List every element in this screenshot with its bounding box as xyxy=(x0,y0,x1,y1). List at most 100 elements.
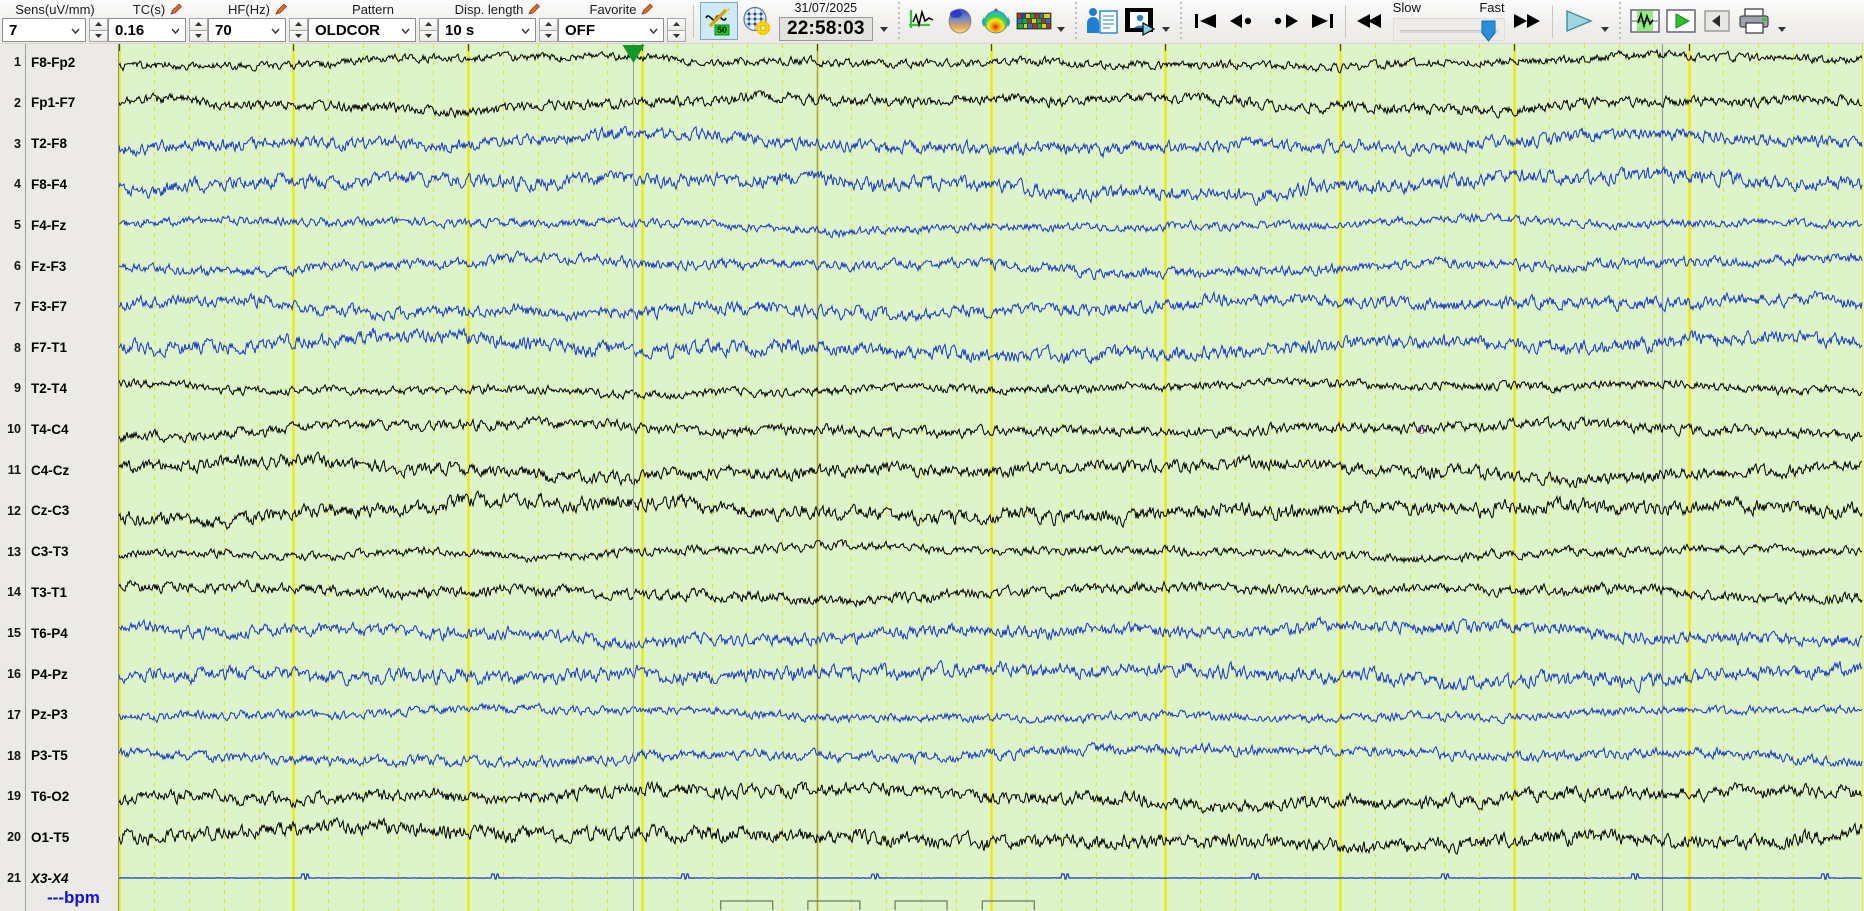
spinner-up-button[interactable] xyxy=(289,18,308,30)
field-body: 7 xyxy=(2,18,108,42)
channel-label-t2-f8[interactable]: 3 T2-F8 xyxy=(0,135,119,153)
speed-slider-thumb[interactable] xyxy=(1481,20,1496,42)
channel-label-cz-c3[interactable]: 12 Cz-C3 xyxy=(0,502,119,520)
channel-label-t6-o2[interactable]: 19 T6-O2 xyxy=(0,787,119,805)
edit-pen-icon[interactable] xyxy=(527,3,541,16)
montage-settings-button[interactable] xyxy=(740,1,774,41)
channel-label-t6-p4[interactable]: 15 T6-P4 xyxy=(0,624,119,642)
video-playback-icon[interactable] xyxy=(1122,1,1158,41)
spinner-control[interactable] xyxy=(667,18,686,42)
channel-label-f7-t1[interactable]: 8 F7-T1 xyxy=(0,339,119,357)
chevron-down-icon[interactable] xyxy=(647,24,660,37)
play-dropdown-arrow[interactable] xyxy=(1600,20,1611,38)
spinner-down-button[interactable] xyxy=(667,29,686,42)
channel-label-t2-t4[interactable]: 9 T2-T4 xyxy=(0,379,119,397)
channel-label-fz-f3[interactable]: 6 Fz-F3 xyxy=(0,257,119,275)
spinner-up-button[interactable] xyxy=(539,18,558,30)
channel-label-x3-x4[interactable]: 21 X3-X4 xyxy=(0,869,119,887)
spinner-control[interactable] xyxy=(539,18,558,42)
annotation-bracket-1 xyxy=(807,900,861,910)
spinner-up-button[interactable] xyxy=(189,18,208,30)
spinner-down-button[interactable] xyxy=(289,29,308,42)
field-body: OLDCOR xyxy=(308,18,438,42)
eeg-trace xyxy=(119,451,1863,489)
channel-label-p3-t5[interactable]: 18 P3-T5 xyxy=(0,747,119,765)
report-dropdown-arrow[interactable] xyxy=(1161,20,1172,38)
patient-report-icon[interactable] xyxy=(1084,1,1120,41)
speed-slider-track[interactable] xyxy=(1392,18,1505,42)
field-body: OFF xyxy=(558,18,686,42)
eeg-trace xyxy=(119,290,1863,323)
recording-datetime[interactable]: 31/07/2025 22:58:03 xyxy=(775,0,877,43)
printer-button[interactable] xyxy=(1736,1,1774,41)
chevron-down-icon[interactable] xyxy=(269,24,282,37)
channel-number: 7 xyxy=(14,299,21,314)
edit-pen-icon[interactable] xyxy=(640,3,654,16)
combo-4[interactable]: 10 s xyxy=(438,18,536,42)
spinner-down-button[interactable] xyxy=(189,29,208,42)
chevron-down-icon[interactable] xyxy=(169,24,182,37)
eeg-trace xyxy=(119,327,1863,365)
combo-1[interactable]: 0.16 xyxy=(108,18,186,42)
view-mode-dropdown-arrow[interactable] xyxy=(1056,20,1067,38)
field-body: 0.16 xyxy=(108,18,208,42)
channel-number: 13 xyxy=(7,544,21,559)
go-to-start-button[interactable] xyxy=(1189,1,1223,41)
eeg-trace xyxy=(119,615,1863,652)
spinner-up-button[interactable] xyxy=(419,18,438,30)
channel-label-f8-f4[interactable]: 4 F8-F4 xyxy=(0,175,119,193)
right-tools-dropdown-arrow[interactable] xyxy=(1777,20,1788,38)
combo-3[interactable]: OLDCOR xyxy=(308,18,416,42)
channel-label-f8-fp2[interactable]: 1 F8-Fp2 xyxy=(0,53,119,71)
main-toolbar: Sens(uV/mm) 7 TC(s) 0.16 HF(Hz) 70 Pattern OLDC… xyxy=(0,0,1864,44)
chevron-down-icon[interactable] xyxy=(69,24,82,37)
channel-label-f4-fz[interactable]: 5 F4-Fz xyxy=(0,216,119,234)
previous-event-button[interactable] xyxy=(1225,1,1263,41)
channel-name: Cz-C3 xyxy=(31,503,70,519)
play-button[interactable] xyxy=(1559,1,1597,41)
topographic-map-icon[interactable] xyxy=(979,1,1013,41)
recording-time: 22:58:03 xyxy=(779,17,873,41)
page-left-button[interactable] xyxy=(1700,1,1734,41)
filter-50hz-toggle[interactable]: 50 xyxy=(700,2,738,40)
channel-label-o1-t5[interactable]: 20 O1-T5 xyxy=(0,828,119,846)
channel-label-p4-pz[interactable]: 16 P4-Pz xyxy=(0,665,119,683)
play-green-button[interactable] xyxy=(1664,1,1698,41)
spinner-control[interactable] xyxy=(189,18,208,42)
edit-pen-icon[interactable] xyxy=(169,3,183,16)
spinner-control[interactable] xyxy=(289,18,308,42)
waveform-view-icon[interactable] xyxy=(907,1,941,41)
channel-label-c4-cz[interactable]: 11 C4-Cz xyxy=(0,461,119,479)
combo-0[interactable]: 7 xyxy=(2,18,86,42)
head-3d-view-icon[interactable] xyxy=(943,1,977,41)
forward-button[interactable] xyxy=(1510,1,1546,41)
chevron-down-icon[interactable] xyxy=(519,24,532,37)
spinner-control[interactable] xyxy=(419,18,438,42)
eeg-waveform-canvas[interactable]: 6 xyxy=(119,44,1864,911)
spinner-up-button[interactable] xyxy=(89,18,108,30)
spinner-down-button[interactable] xyxy=(539,29,558,42)
channel-label-fp1-f7[interactable]: 2 Fp1-F7 xyxy=(0,94,119,112)
rewind-button[interactable] xyxy=(1352,1,1388,41)
channel-label-f3-f7[interactable]: 7 F3-F7 xyxy=(0,298,119,316)
chevron-down-icon[interactable] xyxy=(399,24,412,37)
eeg-trace-thumbnail-button[interactable] xyxy=(1628,1,1662,41)
edit-pen-icon[interactable] xyxy=(274,3,288,16)
channel-label-c3-t3[interactable]: 13 C3-T3 xyxy=(0,543,119,561)
spinner-down-button[interactable] xyxy=(419,29,438,42)
playback-speed-slider[interactable]: Slow Fast xyxy=(1389,0,1509,43)
channel-label-t3-t1[interactable]: 14 T3-T1 xyxy=(0,583,119,601)
channel-label-t4-c4[interactable]: 10 T4-C4 xyxy=(0,420,119,438)
spinner-control[interactable] xyxy=(89,18,108,42)
next-event-button[interactable] xyxy=(1265,1,1303,41)
combo-5[interactable]: OFF xyxy=(558,18,664,42)
channel-label-pz-p3[interactable]: 17 Pz-P3 xyxy=(0,706,119,724)
spectrogram-icon[interactable] xyxy=(1015,1,1053,41)
go-to-end-button[interactable] xyxy=(1305,1,1339,41)
channel-name: F8-Fp2 xyxy=(31,54,76,70)
channel-name: T6-P4 xyxy=(31,625,68,641)
datetime-dropdown-arrow[interactable] xyxy=(879,20,890,38)
spinner-down-button[interactable] xyxy=(89,29,108,42)
spinner-up-button[interactable] xyxy=(667,18,686,30)
combo-2[interactable]: 70 xyxy=(208,18,286,42)
